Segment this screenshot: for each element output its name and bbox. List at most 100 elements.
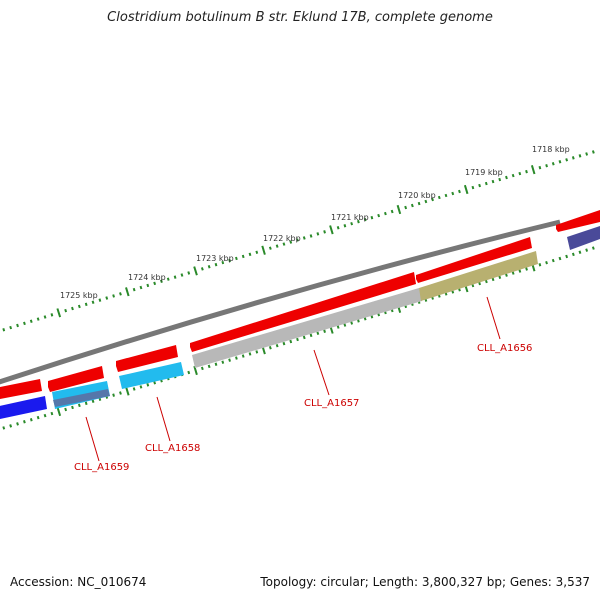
ruler-minor-tick — [585, 248, 589, 252]
ruler-minor-tick — [410, 203, 414, 208]
ruler-minor-tick — [343, 323, 347, 327]
ruler-minor-tick — [91, 399, 95, 403]
scale-label: 1719 kbp — [465, 168, 503, 177]
ruler-minor-tick — [200, 366, 204, 371]
gene-label[interactable]: CLL_A1657 — [304, 398, 359, 409]
ruler-minor-tick — [343, 224, 347, 228]
ruler-minor-tick — [323, 329, 326, 333]
ruler-minor-tick — [424, 199, 428, 204]
ruler-minor-tick — [16, 323, 19, 328]
ruler-minor-tick — [282, 242, 286, 246]
ruler-major-tick — [463, 184, 469, 195]
scale-label: 1722 kbp — [263, 234, 301, 243]
ruler-minor-tick — [558, 256, 562, 261]
ruler-minor-tick — [302, 335, 306, 340]
ruler-major-tick — [56, 406, 62, 417]
gene-label[interactable]: CLL_A1658 — [145, 443, 200, 454]
ruler-minor-tick — [16, 422, 19, 426]
ruler-minor-tick — [471, 185, 475, 190]
ruler-minor-tick — [538, 263, 542, 267]
gene-label[interactable]: CLL_A1656 — [477, 343, 532, 354]
ruler-minor-tick — [207, 265, 211, 269]
gene-arrow-forward[interactable] — [556, 210, 600, 232]
ruler-minor-tick — [275, 343, 279, 348]
ruler-minor-tick — [187, 370, 191, 375]
ruler-minor-tick — [180, 273, 184, 277]
ruler-minor-tick — [451, 191, 455, 196]
ruler-minor-tick — [23, 321, 26, 326]
ruler-minor-tick — [228, 258, 231, 263]
ruler-minor-tick — [437, 195, 441, 200]
gene-box-olive[interactable] — [419, 251, 538, 301]
ruler-minor-tick — [77, 403, 81, 408]
ruler-major-tick — [261, 245, 266, 255]
ruler-minor-tick — [282, 341, 286, 346]
ruler-minor-tick — [43, 315, 47, 319]
ruler-major-tick — [193, 365, 198, 376]
ruler-minor-tick — [578, 154, 582, 158]
ruler-minor-tick — [29, 418, 33, 422]
ruler-minor-tick — [498, 177, 502, 182]
gene-box-purple[interactable] — [567, 226, 600, 250]
gene-arrow-forward[interactable] — [116, 345, 178, 372]
genome-title: Clostridium botulinum B str. Eklund 17B,… — [107, 10, 493, 25]
ruler-minor-tick — [591, 150, 595, 154]
ruler-minor-tick — [518, 171, 522, 176]
ruler-minor-tick — [558, 160, 562, 164]
ruler-minor-tick — [132, 387, 136, 391]
gene-label[interactable]: CLL_A1659 — [74, 462, 129, 473]
ruler-minor-tick — [571, 252, 575, 257]
scale-label: 1720 kbp — [398, 191, 436, 200]
ruler-minor-tick — [336, 325, 340, 329]
ruler-minor-tick — [71, 405, 74, 410]
ruler-major-tick — [125, 287, 130, 297]
ruler-minor-tick — [350, 221, 354, 226]
ruler-minor-tick — [275, 244, 279, 248]
ruler-minor-tick — [511, 271, 515, 275]
ruler-minor-tick — [478, 281, 481, 286]
genome-backbone — [0, 219, 561, 385]
leader-line — [156, 396, 171, 442]
gene-arrow-forward[interactable] — [0, 379, 42, 400]
ruler-minor-tick — [316, 232, 320, 236]
ruler-minor-tick — [289, 339, 293, 344]
ruler-minor-tick — [336, 226, 340, 230]
ruler-minor-tick — [173, 275, 177, 279]
gene-box-grey[interactable] — [192, 288, 422, 368]
ruler-minor-tick — [2, 426, 6, 430]
ruler-minor-tick — [404, 205, 408, 210]
ruler-minor-tick — [417, 201, 421, 206]
gene-box-slate[interactable] — [53, 389, 110, 407]
ruler-minor-tick — [511, 173, 515, 178]
ruler-minor-tick — [458, 189, 461, 194]
ruler-minor-tick — [98, 298, 102, 302]
ruler-major-tick — [193, 266, 198, 276]
ruler-minor-tick — [268, 346, 272, 350]
ruler-minor-tick — [235, 256, 238, 261]
gene-arrow-forward[interactable] — [48, 366, 104, 392]
leader-line — [486, 296, 501, 340]
gene-arrow-forward[interactable] — [190, 272, 416, 352]
ruler-minor-tick — [187, 271, 191, 275]
ruler-minor-tick — [316, 331, 320, 336]
ruler-minor-tick — [36, 317, 40, 321]
ruler-major-tick — [125, 386, 130, 396]
ruler-minor-tick — [478, 183, 481, 188]
ruler-minor-tick — [132, 287, 136, 292]
gene-box-blue[interactable] — [0, 396, 47, 420]
ruler-minor-tick — [505, 273, 508, 277]
gene-box-cyan[interactable] — [119, 362, 184, 389]
ruler-minor-tick — [296, 238, 299, 242]
ruler-minor-tick — [545, 164, 548, 168]
ruler-minor-tick — [363, 217, 367, 222]
gene-arrow-forward[interactable] — [416, 237, 532, 283]
ruler-minor-tick — [9, 424, 13, 428]
ruler-minor-tick — [431, 197, 434, 202]
ruler-minor-tick — [84, 401, 88, 406]
ruler-minor-tick — [50, 411, 54, 416]
accession-text: Accession: NC_010674 — [10, 575, 147, 589]
ruler-minor-tick — [91, 300, 95, 304]
ruler-minor-tick — [255, 250, 259, 254]
